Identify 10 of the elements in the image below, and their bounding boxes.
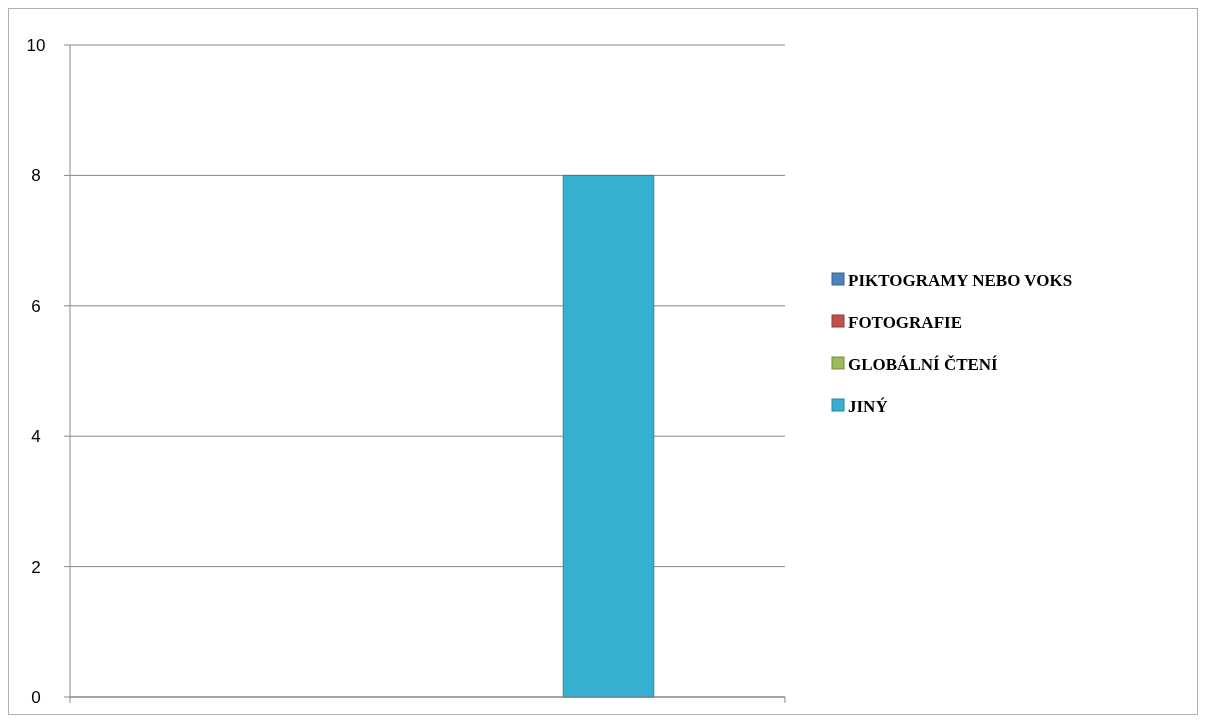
legend-label: PIKTOGRAMY NEBO VOKS (848, 270, 1073, 290)
y-tick-label: 6 (31, 296, 41, 316)
legend-label: GLOBÁLNÍ ČTENÍ (848, 354, 999, 374)
y-tick-label: 4 (31, 427, 41, 447)
y-tick-label: 8 (31, 166, 41, 186)
y-tick-label: 2 (31, 557, 41, 577)
y-tick-label: 0 (31, 687, 41, 707)
legend-label: JINÝ (848, 396, 888, 416)
y-tick-label: 10 (26, 35, 46, 55)
legend-label: FOTOGRAFIE (848, 312, 962, 332)
